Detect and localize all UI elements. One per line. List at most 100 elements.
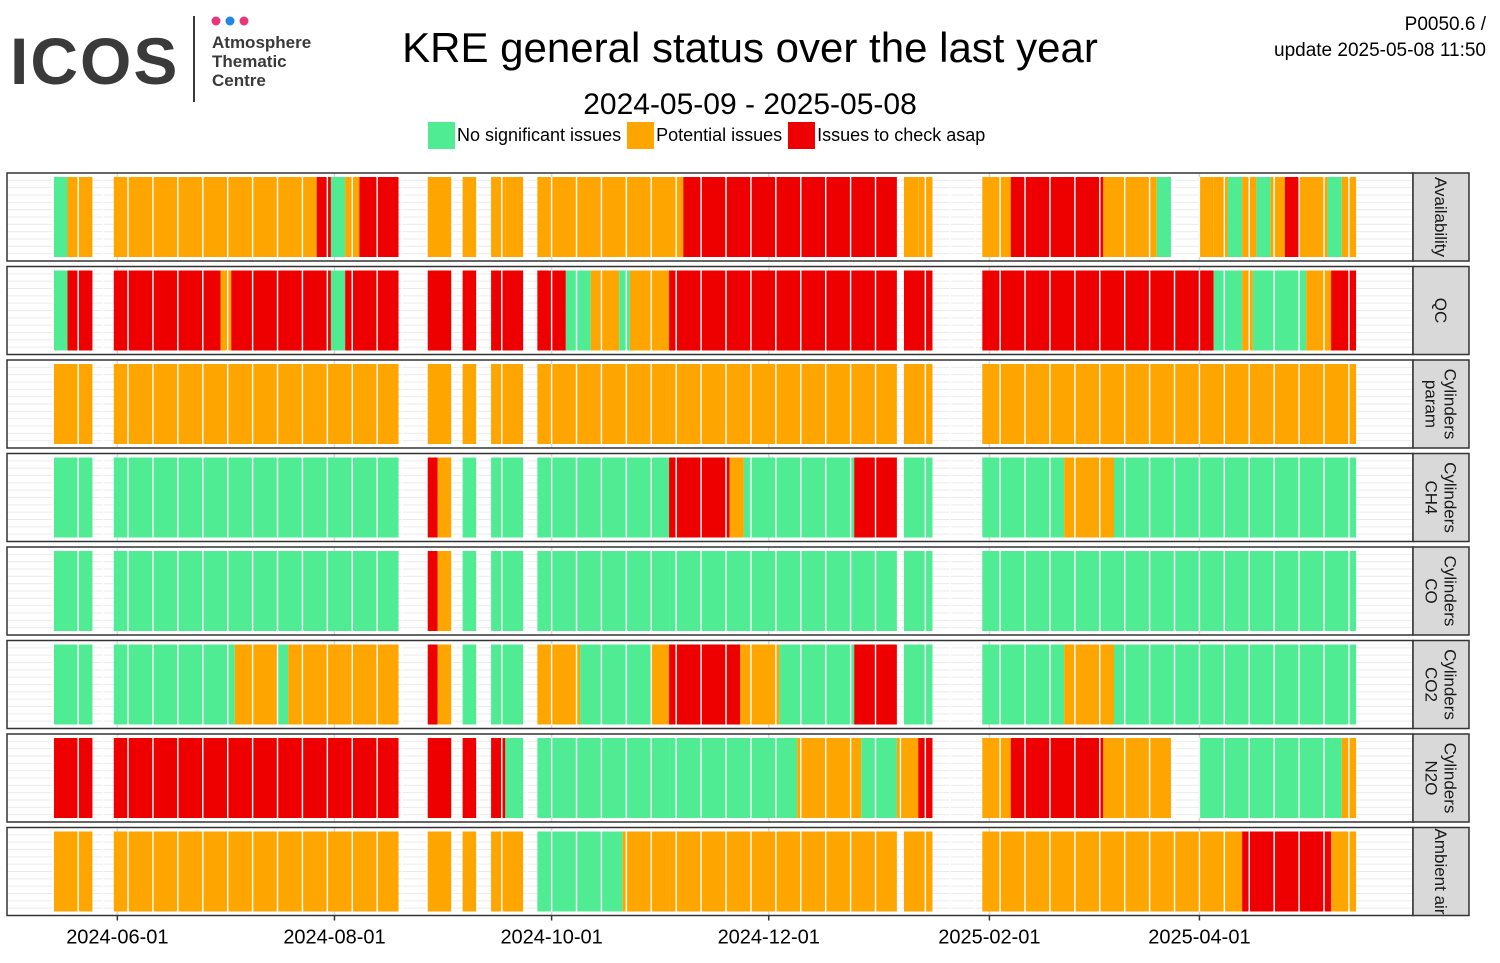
status-segment bbox=[1213, 270, 1243, 351]
status-segment bbox=[427, 270, 452, 351]
status-segment bbox=[1114, 457, 1200, 538]
legend-label-orange: Potential issues bbox=[656, 124, 783, 145]
status-segment bbox=[505, 738, 524, 818]
x-tick-label: 2025-04-01 bbox=[1148, 927, 1250, 949]
status-segment bbox=[1010, 738, 1104, 818]
legend: No significant issues Potential issues I… bbox=[428, 121, 991, 149]
status-segment bbox=[1270, 177, 1285, 257]
status-segment bbox=[537, 831, 552, 912]
status-segment bbox=[1199, 551, 1357, 631]
strip-label-cylinders-co2: CylindersCO2 bbox=[1422, 649, 1460, 720]
chart-subtitle: 2024-05-09 - 2025-05-08 bbox=[583, 88, 917, 121]
strip-label-line: Cylinders bbox=[1441, 743, 1460, 814]
legend-swatch-orange bbox=[627, 121, 655, 149]
strip-label-qc: QC bbox=[1432, 298, 1451, 324]
status-segment bbox=[537, 457, 670, 538]
status-segment bbox=[234, 644, 278, 725]
strip-cylinders-ch4 bbox=[1412, 452, 1470, 543]
logo-dot-pink bbox=[211, 16, 221, 26]
status-segment bbox=[345, 270, 399, 351]
strip-label-line: Ambient air bbox=[1432, 829, 1451, 915]
status-segment bbox=[53, 551, 93, 631]
strip-cylinders-n2o bbox=[1412, 733, 1470, 823]
status-segment bbox=[113, 457, 399, 538]
status-segment bbox=[1010, 177, 1104, 257]
strip-ambient-air bbox=[1412, 826, 1470, 917]
status-segment bbox=[427, 457, 438, 538]
status-segment bbox=[1114, 644, 1200, 725]
status-segment bbox=[565, 270, 591, 351]
status-segment bbox=[113, 831, 399, 912]
status-segment bbox=[67, 270, 93, 351]
status-segment bbox=[982, 364, 1200, 444]
strip-label-line: N2O bbox=[1422, 761, 1441, 796]
status-segment bbox=[53, 644, 93, 725]
status-segment bbox=[491, 457, 524, 538]
status-segment bbox=[580, 644, 652, 725]
status-segment bbox=[427, 364, 452, 444]
status-segment bbox=[982, 738, 1011, 818]
status-segment bbox=[427, 738, 452, 818]
status-segment bbox=[462, 457, 477, 538]
status-segment bbox=[903, 551, 933, 631]
status-segment bbox=[1103, 177, 1157, 257]
status-segment bbox=[903, 831, 933, 912]
status-segment bbox=[67, 177, 93, 257]
status-segment bbox=[1199, 831, 1243, 912]
status-segment bbox=[330, 270, 346, 351]
legend-swatch-red bbox=[788, 121, 816, 149]
status-segment bbox=[669, 831, 897, 912]
status-segment bbox=[669, 270, 897, 351]
status-segment bbox=[491, 644, 524, 725]
status-segment bbox=[651, 644, 670, 725]
legend-swatch-green bbox=[428, 121, 455, 149]
status-segment bbox=[491, 831, 524, 912]
status-segment bbox=[982, 551, 1200, 631]
info-line-2: update 2025-05-08 11:50 bbox=[1274, 40, 1486, 61]
x-tick-label: 2024-10-01 bbox=[500, 927, 602, 949]
status-segment bbox=[359, 177, 399, 257]
status-segment bbox=[462, 177, 477, 257]
info-line-1: P0050.6 / bbox=[1404, 14, 1486, 35]
status-segment bbox=[982, 177, 1011, 257]
strip-label-line: Cylinders bbox=[1441, 369, 1460, 440]
status-segment bbox=[669, 738, 798, 818]
status-segment bbox=[462, 738, 477, 818]
strip-label-line: CH4 bbox=[1422, 480, 1441, 514]
logo-line-3: Centre bbox=[212, 71, 266, 90]
status-segment bbox=[1256, 177, 1271, 257]
status-segment bbox=[590, 270, 620, 351]
status-segment bbox=[537, 644, 581, 725]
status-segment bbox=[982, 270, 1200, 351]
status-segment bbox=[491, 270, 524, 351]
status-segment bbox=[1199, 364, 1357, 444]
strip-availability bbox=[1412, 172, 1470, 262]
status-segment bbox=[427, 177, 452, 257]
status-segment bbox=[629, 270, 670, 351]
status-segment bbox=[622, 831, 670, 912]
status-segment bbox=[491, 551, 524, 631]
status-segment bbox=[903, 364, 933, 444]
status-segment bbox=[1252, 270, 1307, 351]
strip-label-cylinders-co: CylindersCO bbox=[1422, 556, 1460, 627]
legend-item-orange: Potential issues bbox=[627, 121, 783, 149]
strip-label-ambient-air: Ambient air bbox=[1432, 829, 1451, 915]
status-segment bbox=[1331, 270, 1357, 351]
strip-qc bbox=[1412, 265, 1470, 356]
status-segment bbox=[53, 831, 93, 912]
status-segment bbox=[437, 644, 452, 725]
status-segment bbox=[231, 270, 331, 351]
x-tick-label: 2024-08-01 bbox=[283, 927, 385, 949]
status-segment bbox=[903, 270, 933, 351]
chart-title: KRE general status over the last year bbox=[402, 24, 1098, 71]
legend-label-green: No significant issues bbox=[457, 124, 622, 145]
status-segment bbox=[1199, 457, 1357, 538]
status-segment bbox=[1199, 270, 1214, 351]
strip-label-line: QC bbox=[1432, 298, 1451, 324]
status-segment bbox=[53, 457, 93, 538]
status-segment bbox=[1299, 177, 1328, 257]
status-segment bbox=[53, 270, 68, 351]
status-segment bbox=[113, 551, 399, 631]
status-segment bbox=[551, 831, 623, 912]
status-segment bbox=[669, 457, 730, 538]
